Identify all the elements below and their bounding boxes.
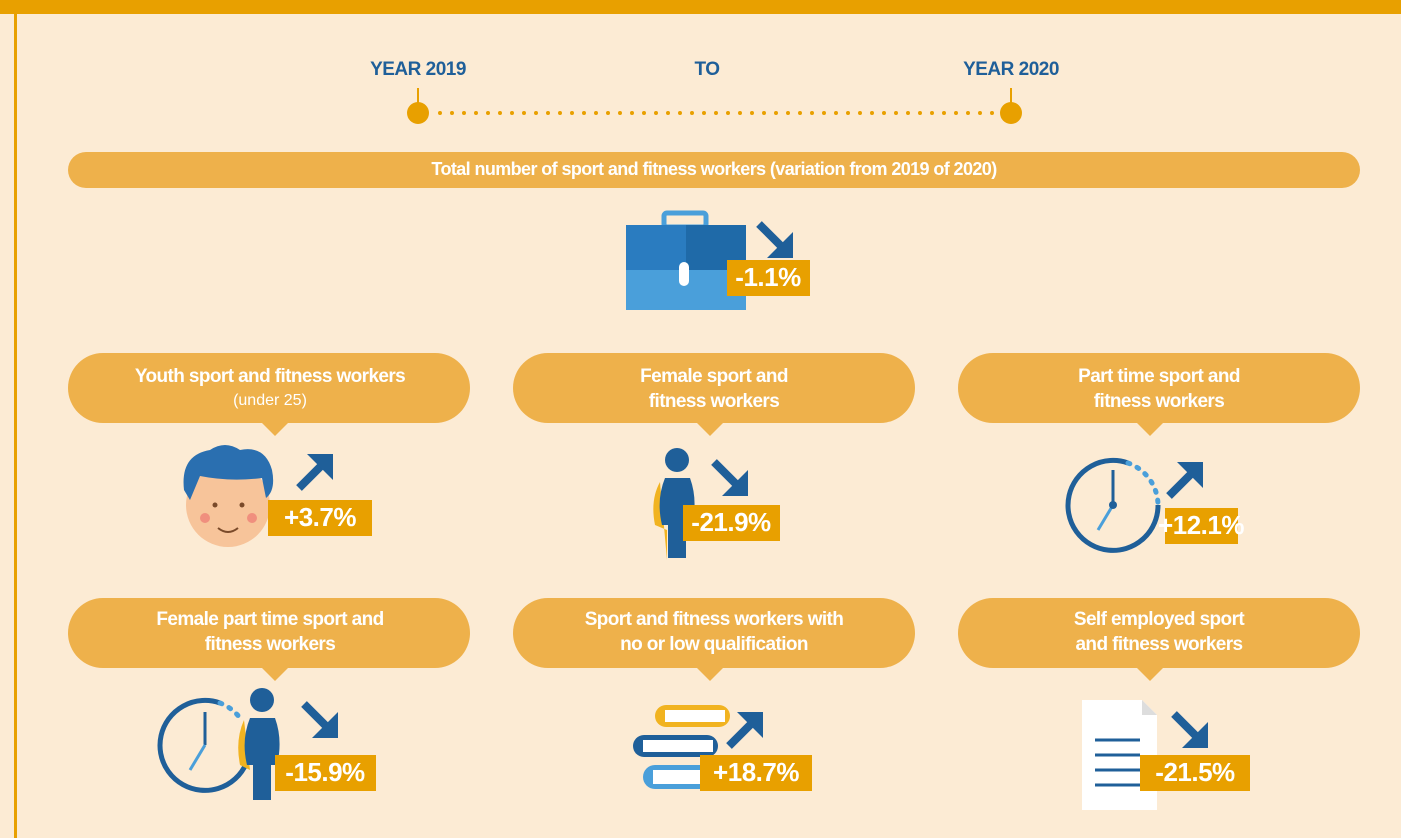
card-title: no or low qualification bbox=[620, 634, 808, 655]
total-value: -1.1% bbox=[735, 262, 801, 292]
card-value: +12.1% bbox=[1158, 510, 1244, 540]
arrow-up bbox=[299, 454, 333, 488]
card-title: Female part time sport and bbox=[156, 609, 383, 630]
arrow-down bbox=[304, 704, 338, 738]
arrow-down bbox=[1174, 714, 1208, 748]
card-title: fitness workers bbox=[205, 634, 335, 655]
value-box bbox=[727, 260, 810, 296]
card-title: Part time sport and bbox=[1078, 366, 1240, 387]
card-value: -15.9% bbox=[285, 757, 365, 787]
timeline: YEAR 2019 TO YEAR 2020 bbox=[370, 59, 1059, 124]
card-title: fitness workers bbox=[649, 391, 779, 412]
document-icon bbox=[1082, 700, 1157, 810]
card-value: -21.5% bbox=[1155, 757, 1235, 787]
card-bubbles bbox=[68, 353, 1360, 681]
timeline-end: YEAR 2020 bbox=[963, 59, 1059, 80]
arrow-up bbox=[1169, 462, 1203, 496]
banner bbox=[68, 152, 1360, 188]
youth-icon bbox=[183, 445, 274, 547]
clock-icon bbox=[1065, 457, 1161, 553]
clock-person-icon bbox=[157, 688, 280, 800]
card-value: +18.7% bbox=[713, 757, 799, 787]
card-title: fitness workers bbox=[1094, 391, 1224, 412]
card-title: Self employed sport bbox=[1074, 609, 1245, 630]
card-value: -21.9% bbox=[691, 507, 771, 537]
top-bar bbox=[0, 0, 1401, 14]
card-title: Sport and fitness workers with bbox=[585, 609, 844, 630]
banner-text: Total number of sport and fitness worker… bbox=[431, 159, 997, 179]
card-value: +3.7% bbox=[284, 502, 356, 532]
card-subtitle: (under 25) bbox=[233, 392, 307, 409]
card-title: Female sport and bbox=[640, 366, 788, 387]
timeline-start: YEAR 2019 bbox=[370, 59, 466, 80]
briefcase-icon bbox=[626, 210, 746, 310]
timeline-middle: TO bbox=[694, 59, 719, 80]
left-border bbox=[14, 0, 17, 838]
arrow-down bbox=[759, 224, 793, 258]
female-icon bbox=[653, 448, 695, 560]
card-title: and fitness workers bbox=[1075, 634, 1242, 655]
arrow-down bbox=[714, 462, 748, 496]
value-boxes bbox=[268, 500, 1250, 791]
arrow-up bbox=[729, 712, 763, 746]
card-title: Youth sport and fitness workers bbox=[135, 366, 405, 387]
